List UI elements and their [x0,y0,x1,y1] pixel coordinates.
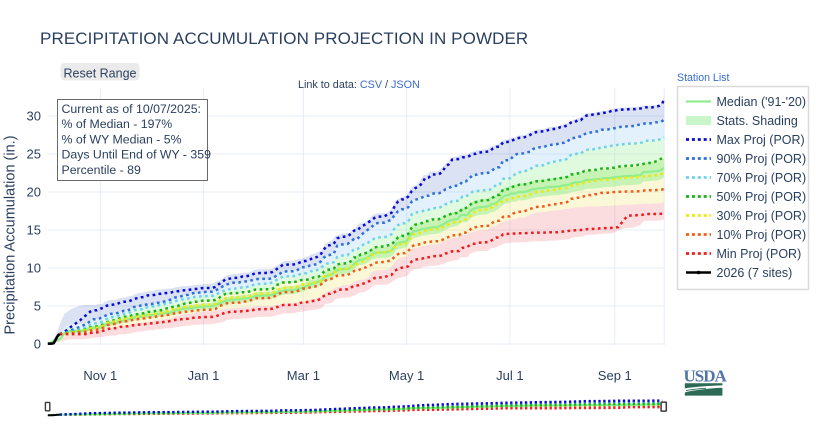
svg-text:20: 20 [27,185,41,200]
svg-text:30: 30 [27,109,41,124]
svg-text:Reset Range: Reset Range [64,66,137,80]
svg-text:% of WY Median - 5%: % of WY Median - 5% [62,132,182,146]
svg-text:Jan 1: Jan 1 [188,368,220,383]
svg-text:% of Median - 197%: % of Median - 197% [62,117,173,131]
svg-text:Link to data: CSV / JSON: Link to data: CSV / JSON [298,79,420,91]
svg-text:15: 15 [27,223,41,238]
svg-text:70% Proj (POR): 70% Proj (POR) [717,171,807,185]
svg-text:Precipitation Accumulation (in: Precipitation Accumulation (in.) [3,135,19,334]
svg-text:10: 10 [27,261,41,276]
svg-text:Stats. Shading: Stats. Shading [717,114,798,128]
svg-text:Max Proj (POR): Max Proj (POR) [717,133,805,147]
svg-text:Station List: Station List [677,72,729,84]
svg-text:50% Proj (POR): 50% Proj (POR) [717,190,807,204]
svg-text:Nov 1: Nov 1 [83,368,117,383]
svg-text:5: 5 [34,299,41,314]
svg-text:10% Proj (POR): 10% Proj (POR) [717,228,807,242]
svg-text:Jul 1: Jul 1 [496,368,523,383]
svg-text:Percentile - 89: Percentile - 89 [62,163,141,177]
svg-text:30% Proj (POR): 30% Proj (POR) [717,209,807,223]
svg-text:May 1: May 1 [389,368,424,383]
svg-text:USDA: USDA [684,366,728,385]
svg-text:Sep 1: Sep 1 [598,368,632,383]
svg-text:Days Until End of WY - 359: Days Until End of WY - 359 [62,148,212,162]
svg-text:Current as of 10/07/2025:: Current as of 10/07/2025: [62,102,201,116]
svg-text:0: 0 [34,337,41,352]
svg-text:90% Proj (POR): 90% Proj (POR) [717,152,807,166]
svg-text:2026 (7 sites): 2026 (7 sites) [717,266,793,280]
svg-text:Median ('91-'20): Median ('91-'20) [717,95,807,109]
svg-text:Min Proj (POR): Min Proj (POR) [717,247,802,261]
svg-text:PRECIPITATION ACCUMULATION PRO: PRECIPITATION ACCUMULATION PROJECTION IN… [40,29,528,48]
svg-text:25: 25 [27,147,41,162]
svg-text:Mar 1: Mar 1 [287,368,320,383]
